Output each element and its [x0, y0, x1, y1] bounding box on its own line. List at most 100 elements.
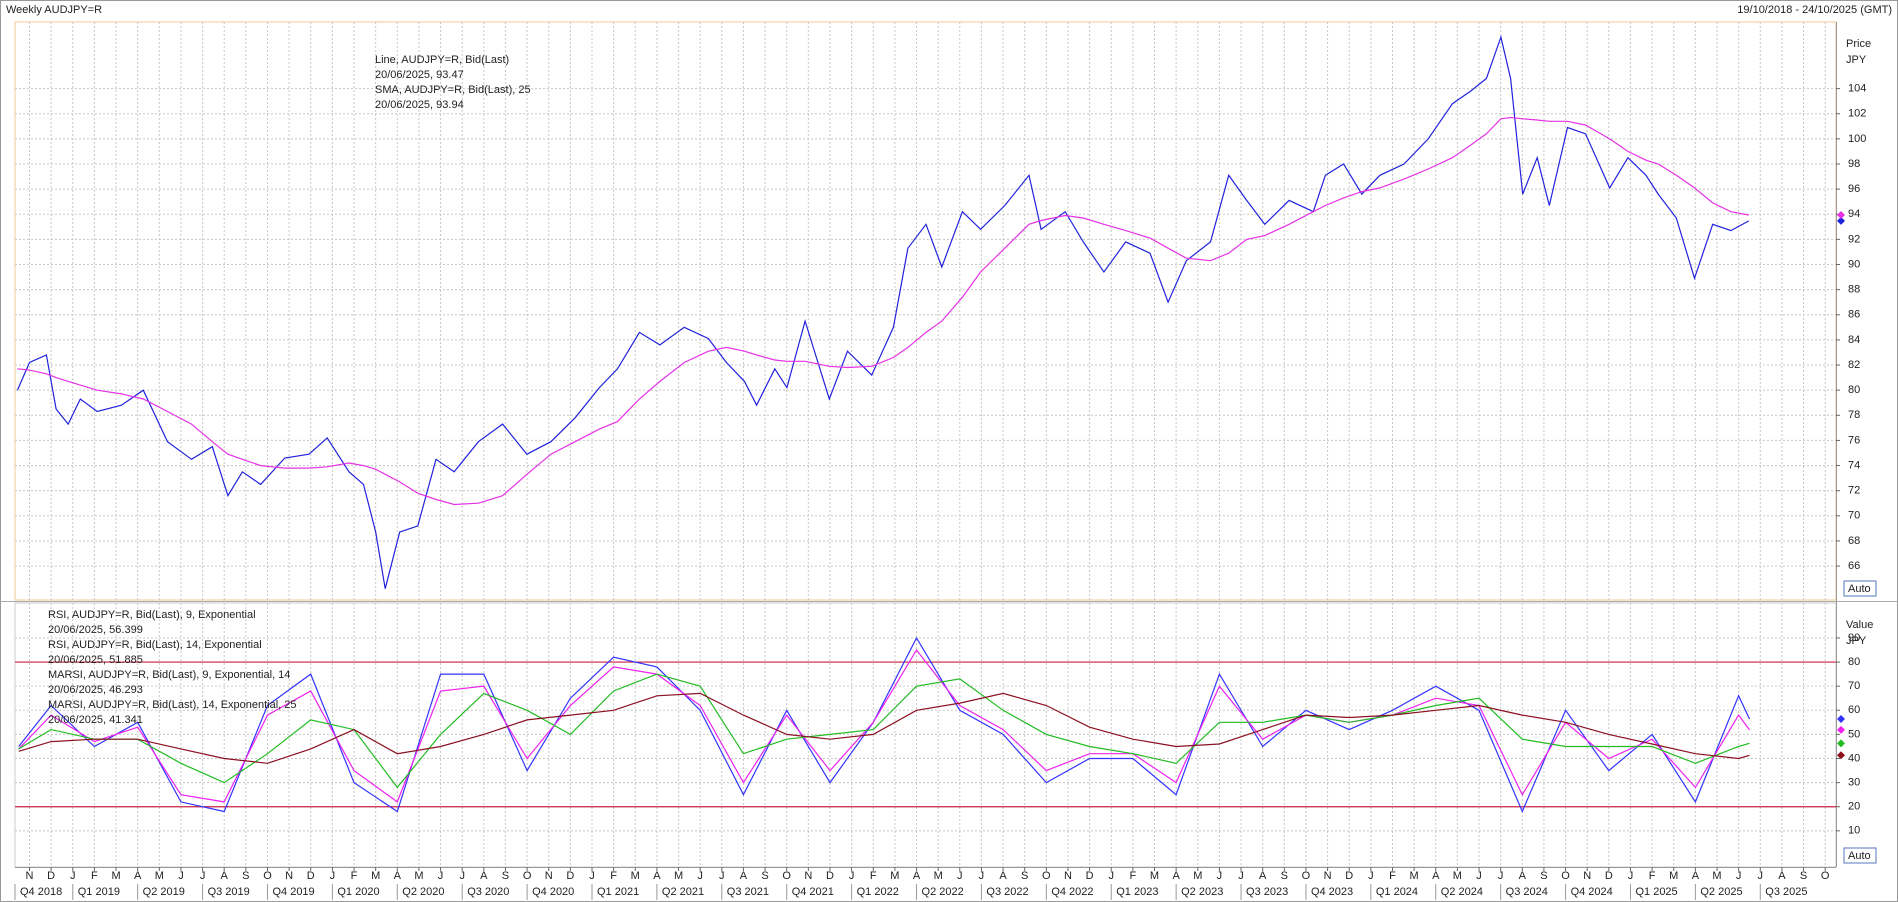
x-tick-label: J — [979, 870, 985, 882]
x-tick-label: S — [502, 870, 509, 882]
quarter-label: Q4 2024 — [1571, 886, 1613, 898]
y-tick-label: 50 — [1848, 728, 1860, 740]
x-tick-label: D — [826, 870, 834, 882]
last-value-marker — [1837, 739, 1845, 748]
quarter-label: Q3 2025 — [1765, 886, 1807, 898]
x-tick-label: D — [1086, 870, 1094, 882]
x-tick-label: M — [1453, 870, 1462, 882]
x-tick-label: N — [1583, 870, 1591, 882]
y-tick-label: 66 — [1848, 560, 1860, 572]
x-tick-label: J — [719, 870, 725, 882]
x-tick-label: A — [221, 870, 229, 882]
y-tick-label: 60 — [1848, 704, 1860, 716]
x-tick-label: A — [134, 870, 142, 882]
x-tick-label: F — [1389, 870, 1396, 882]
quarter-label: Q4 2022 — [1051, 886, 1093, 898]
quarter-label: Q4 2021 — [792, 886, 834, 898]
y-axis-title: Value — [1846, 619, 1873, 631]
x-tick-label: D — [47, 870, 55, 882]
y-tick-label: 30 — [1848, 777, 1860, 789]
x-tick-label: J — [1238, 870, 1244, 882]
series-line — [17, 116, 1749, 506]
y-tick-label: 82 — [1848, 359, 1860, 371]
y-tick-label: 40 — [1848, 752, 1860, 764]
legend-name: RSI, AUDJPY=R, Bid(Last), 14, Exponentia… — [48, 639, 262, 651]
series-line — [18, 648, 1750, 803]
y-tick-label: 70 — [1848, 510, 1860, 522]
x-tick-label: M — [934, 870, 943, 882]
x-tick-label: A — [1692, 870, 1700, 882]
x-tick-label: J — [589, 870, 595, 882]
y-tick-label: 84 — [1848, 334, 1860, 346]
x-tick-label: S — [1021, 870, 1028, 882]
quarter-label: Q3 2024 — [1506, 886, 1548, 898]
x-tick-label: F — [1649, 870, 1656, 882]
x-tick-label: F — [870, 870, 877, 882]
x-tick-label: M — [1150, 870, 1159, 882]
y-tick-label: 78 — [1848, 409, 1860, 421]
auto-button-label[interactable]: Auto — [1848, 583, 1871, 595]
quarter-label: Q3 2021 — [727, 886, 769, 898]
date-range: 19/10/2018 - 24/10/2025 (GMT) — [1737, 4, 1892, 16]
y-tick-label: 68 — [1848, 535, 1860, 547]
x-tick-label: M — [1410, 870, 1419, 882]
x-tick-label: D — [566, 870, 574, 882]
auto-button[interactable] — [1843, 847, 1877, 864]
last-value-marker — [1837, 714, 1845, 723]
quarter-label: Q4 2020 — [532, 886, 574, 898]
x-tick-label: S — [1540, 870, 1547, 882]
x-tick-label: N — [26, 870, 34, 882]
x-tick-label: A — [999, 870, 1007, 882]
x-tick-label: J — [1108, 870, 1114, 882]
x-tick-label: M — [371, 870, 380, 882]
legend-last-value: 20/06/2025, 56.399 — [48, 624, 143, 636]
x-tick-label: N — [545, 870, 553, 882]
x-tick-label: O — [1042, 870, 1051, 882]
x-tick-label: J — [957, 870, 963, 882]
quarter-label: Q3 2023 — [1246, 886, 1288, 898]
x-tick-label: A — [740, 870, 748, 882]
x-tick-label: J — [459, 870, 465, 882]
x-tick-label: N — [1324, 870, 1332, 882]
x-tick-label: M — [1669, 870, 1678, 882]
y-tick-label: 74 — [1848, 459, 1860, 471]
x-tick-label: J — [178, 870, 184, 882]
quarter-label: Q3 2020 — [467, 886, 509, 898]
x-tick-label: A — [1172, 870, 1180, 882]
quarter-label: Q1 2025 — [1635, 886, 1677, 898]
quarter-label: Q1 2022 — [857, 886, 899, 898]
y-tick-label: 96 — [1848, 183, 1860, 195]
series-line — [18, 636, 1751, 814]
x-tick-label: J — [1368, 870, 1374, 882]
x-tick-label: N — [285, 870, 293, 882]
window-title: Weekly AUDJPY=R — [6, 4, 102, 16]
x-tick-label: A — [1778, 870, 1786, 882]
quarter-label: Q2 2023 — [1181, 886, 1223, 898]
legend-name: MARSI, AUDJPY=R, Bid(Last), 9, Exponenti… — [48, 669, 290, 681]
x-tick-label: J — [330, 870, 336, 882]
quarter-label: Q2 2022 — [922, 886, 964, 898]
legend-last-value: 20/06/2025, 41.341 — [48, 714, 143, 726]
x-tick-label: O — [263, 870, 272, 882]
y-tick-label: 20 — [1848, 801, 1860, 813]
y-tick-label: 90 — [1848, 632, 1860, 644]
x-tick-label: M — [1193, 870, 1202, 882]
last-value-marker — [1837, 751, 1845, 760]
auto-button[interactable] — [1843, 580, 1877, 597]
x-tick-label: J — [697, 870, 703, 882]
x-tick-label: J — [438, 870, 444, 882]
quarter-label: Q4 2023 — [1311, 886, 1353, 898]
auto-button-label[interactable]: Auto — [1848, 850, 1871, 862]
legend-name: SMA, AUDJPY=R, Bid(Last), 25 — [375, 84, 531, 96]
last-value-marker — [1837, 725, 1845, 734]
x-tick-label: F — [1130, 870, 1137, 882]
quarter-label: Q1 2020 — [337, 886, 379, 898]
legend-name: MARSI, AUDJPY=R, Bid(Last), 14, Exponent… — [48, 699, 297, 711]
x-tick-label: A — [394, 870, 402, 882]
quarter-label: Q3 2022 — [986, 886, 1028, 898]
x-tick-label: O — [1302, 870, 1311, 882]
last-value-marker — [1837, 211, 1845, 220]
quarter-label: Q4 2019 — [272, 886, 314, 898]
x-tick-label: M — [111, 870, 120, 882]
